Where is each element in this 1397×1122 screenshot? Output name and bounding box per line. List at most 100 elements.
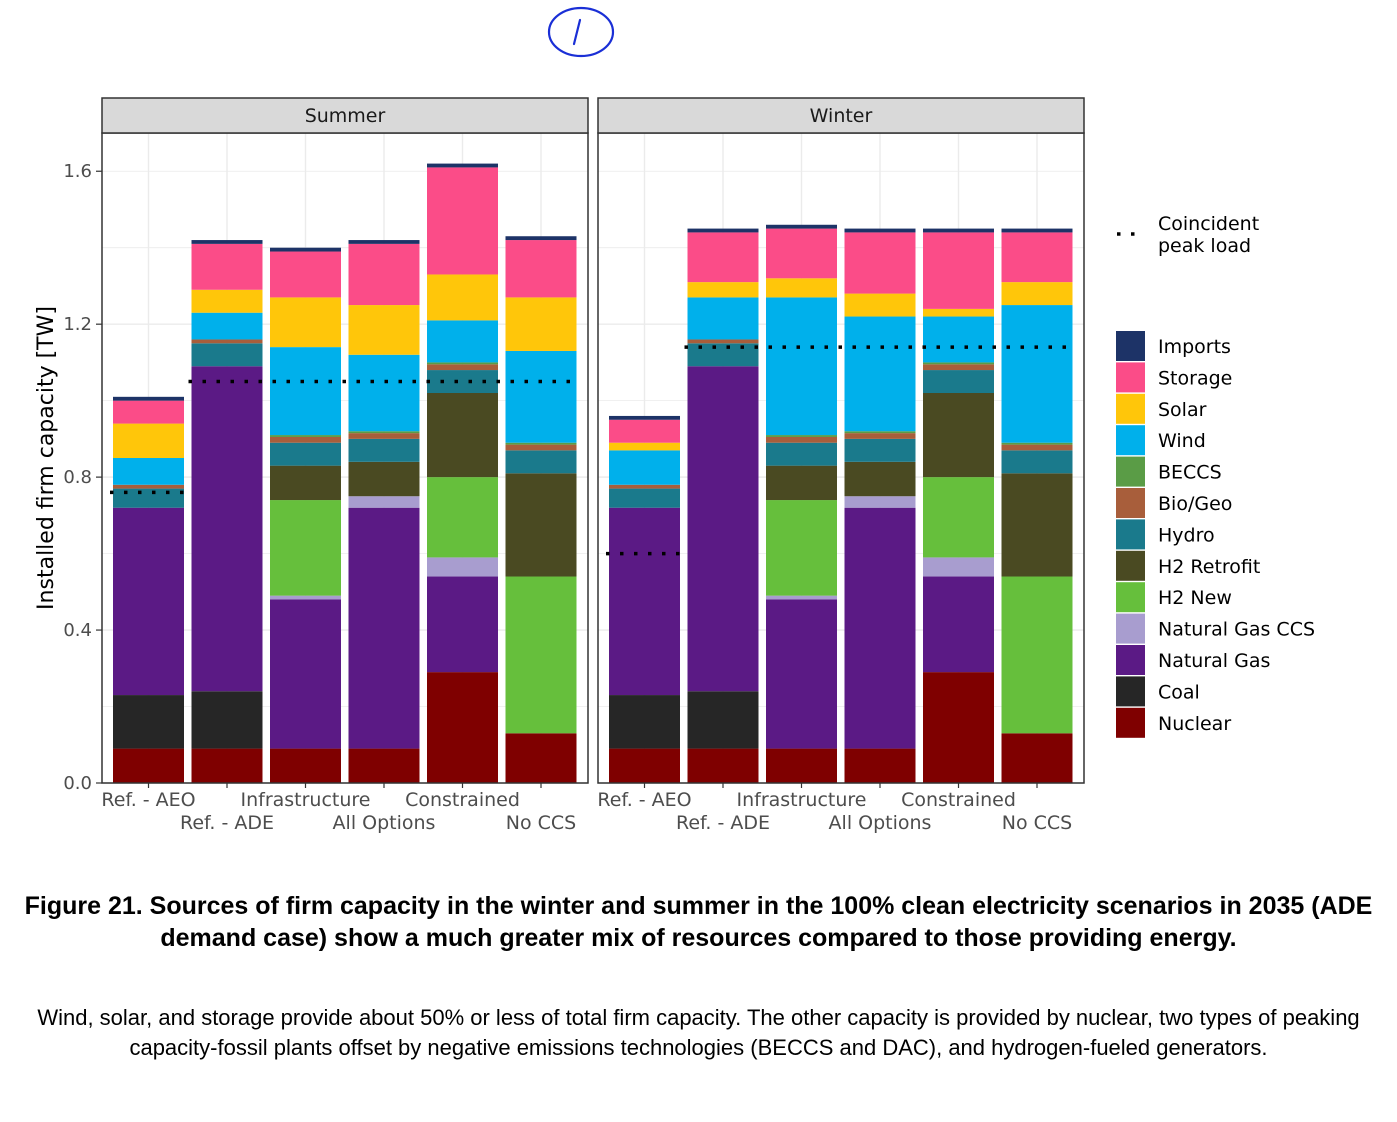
legend-swatch — [1116, 519, 1145, 550]
bar-segment-imports — [348, 240, 420, 244]
bar-segment-storage — [191, 243, 263, 290]
legend-swatch — [1116, 393, 1145, 424]
x-tick-label: No CCS — [1002, 812, 1072, 834]
bar-stack-ref-aeo — [113, 396, 184, 783]
bar-segment-natural-gas — [923, 576, 994, 673]
legend-item-natural-gas-ccs: Natural Gas CCS — [1116, 613, 1315, 644]
legend-swatch — [1116, 550, 1145, 581]
bar-segment-solar — [191, 289, 263, 313]
legend-peak-label: peak load — [1158, 235, 1251, 257]
legend-swatch — [1116, 645, 1145, 675]
bar-segment-solar — [348, 305, 420, 355]
legend-item-hydro: Hydro — [1116, 519, 1215, 550]
bar-segment-bio-geo — [609, 484, 680, 489]
legend-label: Natural Gas — [1158, 650, 1270, 672]
bar-segment-coal — [191, 691, 263, 749]
x-tick-label: No CCS — [506, 812, 576, 834]
bar-segment-beccs — [923, 362, 994, 365]
legend-swatch — [1116, 331, 1145, 361]
bar-segment-h2-retrofit — [505, 473, 577, 577]
bar-segment-h2-new — [923, 477, 994, 558]
x-tick-label: Ref. - ADE — [180, 812, 274, 834]
legend-label: BECCS — [1158, 462, 1222, 484]
bar-segment-solar — [844, 293, 916, 317]
bar-segment-imports — [1001, 228, 1073, 233]
legend-label: Bio/Geo — [1158, 493, 1232, 515]
bar-segment-bio-geo — [270, 436, 341, 443]
bar-segment-natural-gas-ccs — [844, 496, 916, 508]
bar-segment-hydro — [427, 370, 498, 393]
legend-item-bio-geo: Bio/Geo — [1116, 488, 1232, 518]
bar-segment-imports — [113, 396, 184, 401]
bar-segment-storage — [766, 228, 837, 279]
bar-segment-hydro — [113, 488, 184, 508]
legend-label: Storage — [1158, 367, 1232, 389]
bar-segment-imports — [687, 228, 759, 233]
bar-segment-hydro — [766, 442, 837, 466]
bar-segment-hydro — [687, 343, 759, 367]
bar-segment-wind — [505, 350, 577, 443]
legend-swatch — [1116, 425, 1145, 456]
bar-segment-imports — [844, 228, 916, 233]
bar-segment-h2-new — [766, 500, 837, 596]
bar-stack-infrastructure — [766, 224, 837, 783]
bar-segment-natural-gas — [348, 507, 420, 749]
bar-segment-storage — [427, 167, 498, 275]
bar-segment-beccs — [1001, 442, 1073, 445]
bar-segment-coal — [609, 695, 680, 749]
bar-segment-wind — [844, 316, 916, 432]
bar-segment-beccs — [348, 431, 420, 434]
legend-item-h2-retrofit: H2 Retrofit — [1116, 550, 1260, 581]
bar-segment-storage — [505, 240, 577, 298]
legend-label: Coal — [1158, 681, 1200, 703]
bar-segment-natural-gas-ccs — [923, 557, 994, 577]
bar-segment-wind — [1001, 305, 1073, 443]
bar-segment-solar — [923, 308, 994, 317]
bar-segment-nuclear — [427, 672, 498, 783]
bar-segment-h2-new — [270, 500, 341, 596]
bar-segment-bio-geo — [191, 339, 263, 344]
bar-segment-h2-retrofit — [766, 465, 837, 501]
y-tick-label: 0.8 — [63, 467, 92, 488]
legend-item-natural-gas: Natural Gas — [1116, 645, 1270, 675]
bar-segment-natural-gas — [609, 507, 680, 696]
bar-segment-natural-gas-ccs — [270, 595, 341, 600]
bar-stack-no-ccs — [1001, 228, 1073, 783]
legend-label: Natural Gas CCS — [1158, 619, 1315, 641]
bars — [113, 163, 577, 783]
bar-segment-wind — [609, 450, 680, 485]
bar-segment-beccs — [427, 362, 498, 365]
legend-swatch — [1116, 362, 1145, 393]
bar-segment-storage — [923, 232, 994, 309]
bar-segment-nuclear — [348, 748, 420, 783]
bar-segment-solar — [505, 297, 577, 351]
bar-segment-bio-geo — [348, 433, 420, 439]
bar-segment-hydro — [270, 442, 341, 466]
bar-stack-ref-ade — [687, 228, 759, 783]
bar-stack-all-options — [348, 240, 420, 783]
bar-segment-nuclear — [687, 748, 759, 783]
bar-segment-wind — [191, 312, 263, 340]
bar-segment-storage — [609, 419, 680, 443]
legend-item-wind: Wind — [1116, 425, 1206, 456]
bar-segment-solar — [609, 442, 680, 451]
bar-segment-natural-gas — [270, 599, 341, 749]
bar-segment-bio-geo — [113, 484, 184, 489]
x-tick-label: All Options — [333, 812, 436, 834]
bar-stack-no-ccs — [505, 236, 577, 783]
bar-segment-wind — [348, 354, 420, 432]
legend-swatch — [1116, 582, 1145, 613]
bar-segment-solar — [427, 274, 498, 321]
bar-segment-bio-geo — [427, 364, 498, 371]
bar-segment-beccs — [505, 442, 577, 445]
strip-label: Winter — [810, 105, 873, 127]
legend-peak-label: Coincident — [1158, 213, 1259, 235]
bar-stack-constrained — [427, 163, 498, 783]
bar-segment-imports — [270, 247, 341, 252]
bar-segment-nuclear — [923, 672, 994, 783]
